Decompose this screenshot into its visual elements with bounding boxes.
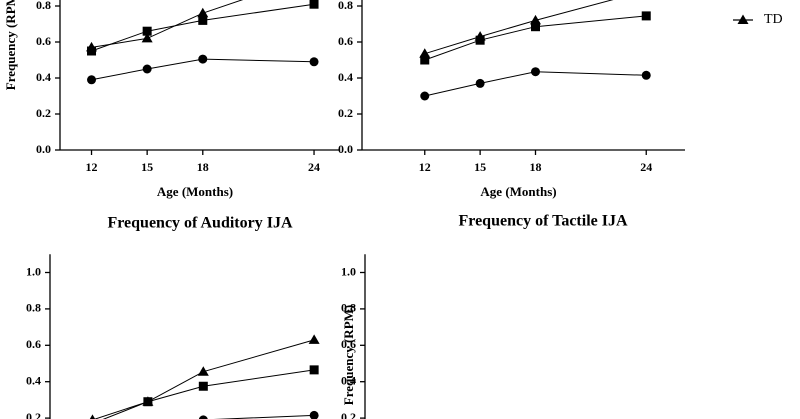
marker-square <box>420 55 430 65</box>
marker-triangle <box>419 48 431 58</box>
y-tick-label: 0.8 <box>338 0 353 12</box>
series-line <box>424 71 647 97</box>
marker-square <box>309 0 319 9</box>
marker-circle <box>198 54 208 64</box>
y-tick-label: 0.4 <box>341 373 356 387</box>
chart-title: Frequency of Tactile IJA <box>458 213 627 230</box>
y-tick-label: 0.2 <box>338 106 353 120</box>
marker-circle <box>420 91 430 101</box>
x-tick-label: 24 <box>308 160 320 174</box>
marker-triangle <box>86 41 98 52</box>
y-tick-label: 0.4 <box>36 70 51 84</box>
y-tick-label: 0.4 <box>338 70 353 84</box>
series-line <box>91 0 244 48</box>
marker-circle <box>198 415 208 419</box>
x-tick-label: 15 <box>474 160 486 174</box>
y-tick-label: 0.6 <box>26 337 41 351</box>
x-tick-label: 12 <box>86 160 98 174</box>
marker-circle <box>475 78 485 88</box>
marker-square <box>198 15 208 25</box>
x-tick-label: 15 <box>141 160 153 174</box>
series-line <box>102 369 315 419</box>
legend-marker <box>737 14 749 24</box>
marker-triangle <box>529 14 541 25</box>
marker-square <box>530 22 540 32</box>
series-line <box>91 58 315 81</box>
y-tick-label: 0.2 <box>341 410 356 419</box>
marker-triangle <box>197 366 209 376</box>
x-tick-label: 12 <box>419 160 431 174</box>
y-tick-label: 1.0 <box>26 264 41 278</box>
y-tick-label: 0.2 <box>36 106 51 120</box>
series-line <box>213 414 315 419</box>
marker-circle <box>641 70 651 80</box>
x-axis-label: Age (Months) <box>480 184 556 199</box>
marker-square <box>142 26 152 36</box>
series-line <box>93 339 315 419</box>
marker-triangle <box>308 334 320 344</box>
series-line <box>424 0 614 55</box>
y-tick-label: 0.8 <box>36 0 51 12</box>
marker-circle <box>309 57 319 67</box>
marker-triangle <box>141 32 153 43</box>
y-tick-label: 0.6 <box>338 34 353 48</box>
y-axis-label: Frequency (RPM) <box>341 305 356 405</box>
y-axis-label: Frequency (RPM) <box>3 0 18 90</box>
series-line <box>424 15 647 61</box>
chart-title: Frequency of Auditory IJA <box>107 215 292 232</box>
x-tick-label: 18 <box>197 160 209 174</box>
x-tick-label: 18 <box>529 160 541 174</box>
y-tick-label: 0.6 <box>36 34 51 48</box>
marker-circle <box>142 64 152 74</box>
y-tick-label: 0.8 <box>341 301 356 315</box>
marker-circle <box>87 75 97 85</box>
y-tick-label: 0.0 <box>338 142 353 156</box>
y-tick-label: 0.0 <box>36 142 51 156</box>
x-axis-label: Age (Months) <box>157 184 233 199</box>
marker-triangle <box>89 414 96 419</box>
y-tick-label: 1.0 <box>341 264 356 278</box>
legend-label: TD <box>764 12 783 27</box>
x-tick-label: 24 <box>640 160 652 174</box>
marker-triangle <box>197 7 209 18</box>
marker-triangle <box>474 31 486 41</box>
y-tick-label: 0.2 <box>26 410 41 419</box>
marker-triangle <box>142 396 154 406</box>
marker-square <box>198 381 208 391</box>
marker-square <box>641 11 651 21</box>
marker-circle <box>530 67 540 77</box>
y-tick-label: 0.6 <box>341 337 356 351</box>
marker-circle <box>309 410 319 419</box>
y-tick-label: 0.8 <box>26 301 41 315</box>
marker-square <box>309 365 319 375</box>
y-tick-label: 0.4 <box>26 373 41 387</box>
